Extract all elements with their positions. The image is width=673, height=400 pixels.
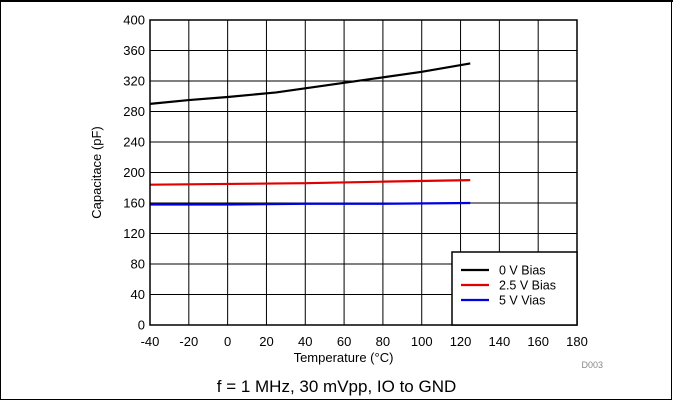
top-border-rule xyxy=(0,0,673,2)
x-axis-ticks: -40 -20 0 20 40 60 80 100 120 140 160 180 xyxy=(141,334,588,349)
x-tick-label: 120 xyxy=(450,334,472,349)
series-line-2 xyxy=(150,201,471,206)
y-axis-ticks: 0 40 80 120 160 200 240 280 320 360 400 xyxy=(123,13,145,333)
y-tick-label: 360 xyxy=(123,43,145,58)
capacitance-chart: -40 -20 0 20 40 60 80 100 120 140 160 180 0 40 80 120 1… xyxy=(89,13,603,371)
x-tick-label: 160 xyxy=(527,334,549,349)
figure-id-label: D003 xyxy=(581,360,603,370)
y-tick-label: 280 xyxy=(123,104,145,119)
x-tick-label: 80 xyxy=(376,334,390,349)
chart-caption: f = 1 MHz, 30 mVpp, IO to GND xyxy=(216,377,457,396)
x-axis-label: Temperature (°C) xyxy=(294,350,394,365)
plot-area-border xyxy=(149,19,578,326)
legend-box xyxy=(451,251,578,326)
x-tick-label: 20 xyxy=(259,334,273,349)
x-tick-label: -40 xyxy=(141,334,160,349)
y-tick-label: 160 xyxy=(123,196,145,211)
y-tick-label: 400 xyxy=(123,13,145,28)
y-tick-label: 200 xyxy=(123,165,145,180)
y-tick-label: 240 xyxy=(123,135,145,150)
y-tick-label: 40 xyxy=(131,287,145,302)
legend-label: 2.5 V Bias xyxy=(499,279,556,293)
x-tick-label: 0 xyxy=(224,334,231,349)
y-tick-label: 80 xyxy=(131,257,145,272)
x-tick-label: 140 xyxy=(489,334,511,349)
y-tick-label: 0 xyxy=(138,318,145,333)
legend-label: 5 V Vias xyxy=(499,294,545,308)
y-tick-label: 120 xyxy=(123,226,145,241)
x-tick-label: 60 xyxy=(337,334,351,349)
x-tick-label: 40 xyxy=(298,334,312,349)
y-axis-label: Capacitace (pF) xyxy=(89,126,104,218)
series-layer xyxy=(149,62,471,206)
series-line-0 xyxy=(149,62,471,105)
series-line-1 xyxy=(149,179,471,186)
y-tick-label: 320 xyxy=(123,74,145,89)
x-tick-label: -20 xyxy=(179,334,198,349)
x-tick-label: 100 xyxy=(411,334,433,349)
legend-label: 0 V Bias xyxy=(499,264,546,278)
x-tick-label: 180 xyxy=(566,334,588,349)
